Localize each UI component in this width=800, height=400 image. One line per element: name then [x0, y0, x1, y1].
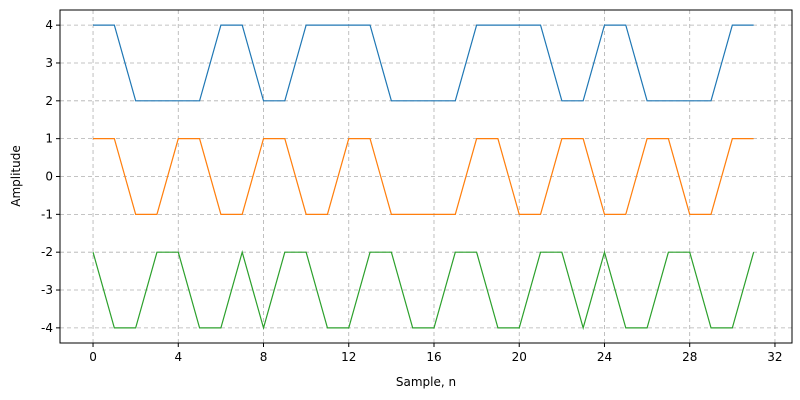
x-axis-label: Sample, n [396, 375, 456, 389]
series-line [93, 24, 754, 102]
x-tick-label: 16 [426, 350, 441, 364]
y-tick-label: 0 [45, 170, 53, 184]
plot-frame [59, 9, 793, 344]
x-tick-label: 0 [89, 350, 97, 364]
x-tick-label: 24 [597, 350, 612, 364]
x-tick-label: 20 [512, 350, 527, 364]
y-axis-label: Amplitude [9, 145, 23, 207]
y-tick-label: 1 [45, 132, 53, 146]
y-tick-label: -2 [41, 245, 53, 259]
y-tick-label: 2 [45, 94, 53, 108]
x-tick-label: 32 [767, 350, 782, 364]
series-line [93, 138, 754, 215]
y-tick-label: 3 [45, 56, 53, 70]
y-tick-label: -4 [41, 321, 53, 335]
x-tick-label: 12 [341, 350, 356, 364]
y-tick-label: -3 [41, 283, 53, 297]
series-line [92, 249, 755, 331]
y-tick-label: 4 [45, 18, 53, 32]
x-tick-label: 8 [260, 350, 268, 364]
x-tick-label: 4 [174, 350, 182, 364]
y-tick-label: -1 [41, 207, 53, 221]
x-tick-label: 28 [682, 350, 697, 364]
